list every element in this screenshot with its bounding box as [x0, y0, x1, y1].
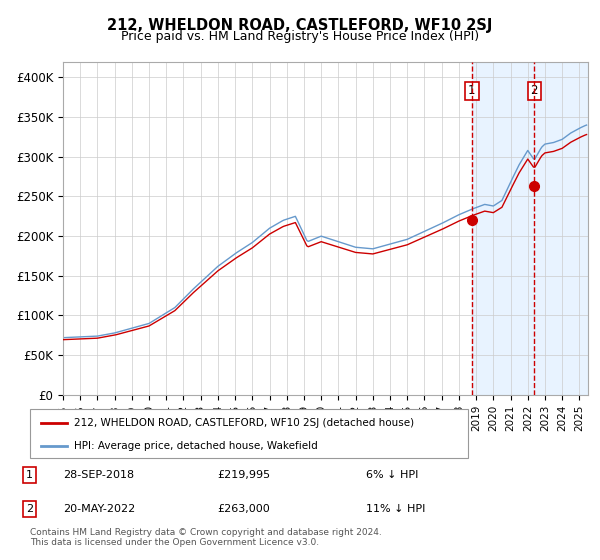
Text: 28-SEP-2018: 28-SEP-2018 [62, 470, 134, 480]
Text: 1: 1 [26, 470, 33, 480]
Text: 6% ↓ HPI: 6% ↓ HPI [366, 470, 419, 480]
Text: Contains HM Land Registry data © Crown copyright and database right 2024.
This d: Contains HM Land Registry data © Crown c… [30, 528, 382, 547]
Text: 212, WHELDON ROAD, CASTLEFORD, WF10 2SJ (detached house): 212, WHELDON ROAD, CASTLEFORD, WF10 2SJ … [74, 418, 414, 428]
Text: Price paid vs. HM Land Registry's House Price Index (HPI): Price paid vs. HM Land Registry's House … [121, 30, 479, 43]
Bar [472, 62, 588, 395]
Text: 212, WHELDON ROAD, CASTLEFORD, WF10 2SJ: 212, WHELDON ROAD, CASTLEFORD, WF10 2SJ [107, 18, 493, 33]
FancyBboxPatch shape [30, 409, 468, 458]
Text: HPI: Average price, detached house, Wakefield: HPI: Average price, detached house, Wake… [74, 441, 317, 451]
Text: 1: 1 [468, 85, 476, 97]
Text: 2: 2 [26, 503, 33, 514]
Text: £263,000: £263,000 [217, 503, 270, 514]
Text: £219,995: £219,995 [217, 470, 271, 480]
Text: 2: 2 [530, 85, 538, 97]
Text: 20-MAY-2022: 20-MAY-2022 [62, 503, 135, 514]
Text: 11% ↓ HPI: 11% ↓ HPI [366, 503, 425, 514]
